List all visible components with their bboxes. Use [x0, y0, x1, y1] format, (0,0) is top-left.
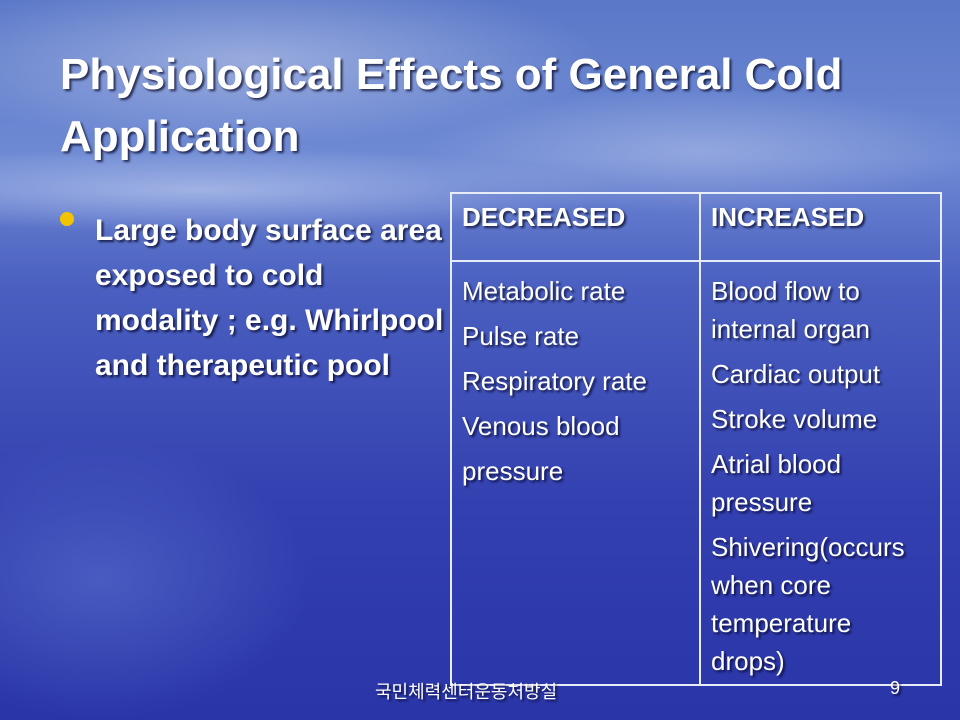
table-item: Cardiac output [711, 359, 881, 389]
table: DECREASED Metabolic rate Pulse rate Respir… [450, 192, 942, 686]
table-cell: Metabolic rate Pulse rate Respiratory rate… [452, 262, 699, 490]
table-cell: Blood flow to internal organ Cardiac outp… [701, 262, 940, 680]
table-item: Atrial blood pressure [711, 449, 842, 517]
table-item: pressure [462, 456, 564, 486]
slide-title: Physiological Effects of General Cold Ap… [60, 50, 843, 161]
table-item: Blood flow to internal organ [711, 276, 870, 344]
table-item: Stroke volume [711, 404, 878, 434]
bullet-text: Large body surface area exposed to cold … [95, 214, 444, 382]
table-item: Respiratory rate [462, 366, 647, 396]
footer-text: 국민체력센터운동처방실 [375, 682, 558, 702]
table-column: DECREASED Metabolic rate Pulse rate Respir… [452, 194, 701, 684]
table-item: Venous blood [462, 411, 620, 441]
table-header: DECREASED [452, 194, 699, 262]
table-column: INCREASED Blood flow to internal organ Ca… [701, 194, 940, 684]
table-item: Pulse rate [462, 321, 580, 351]
table-header: INCREASED [701, 194, 940, 262]
table-item: Metabolic rate [462, 276, 626, 306]
page-number: 9 [890, 678, 901, 698]
table-item: Shivering(occurs when core temperature d… [711, 532, 905, 676]
bullet-marker [60, 212, 74, 226]
